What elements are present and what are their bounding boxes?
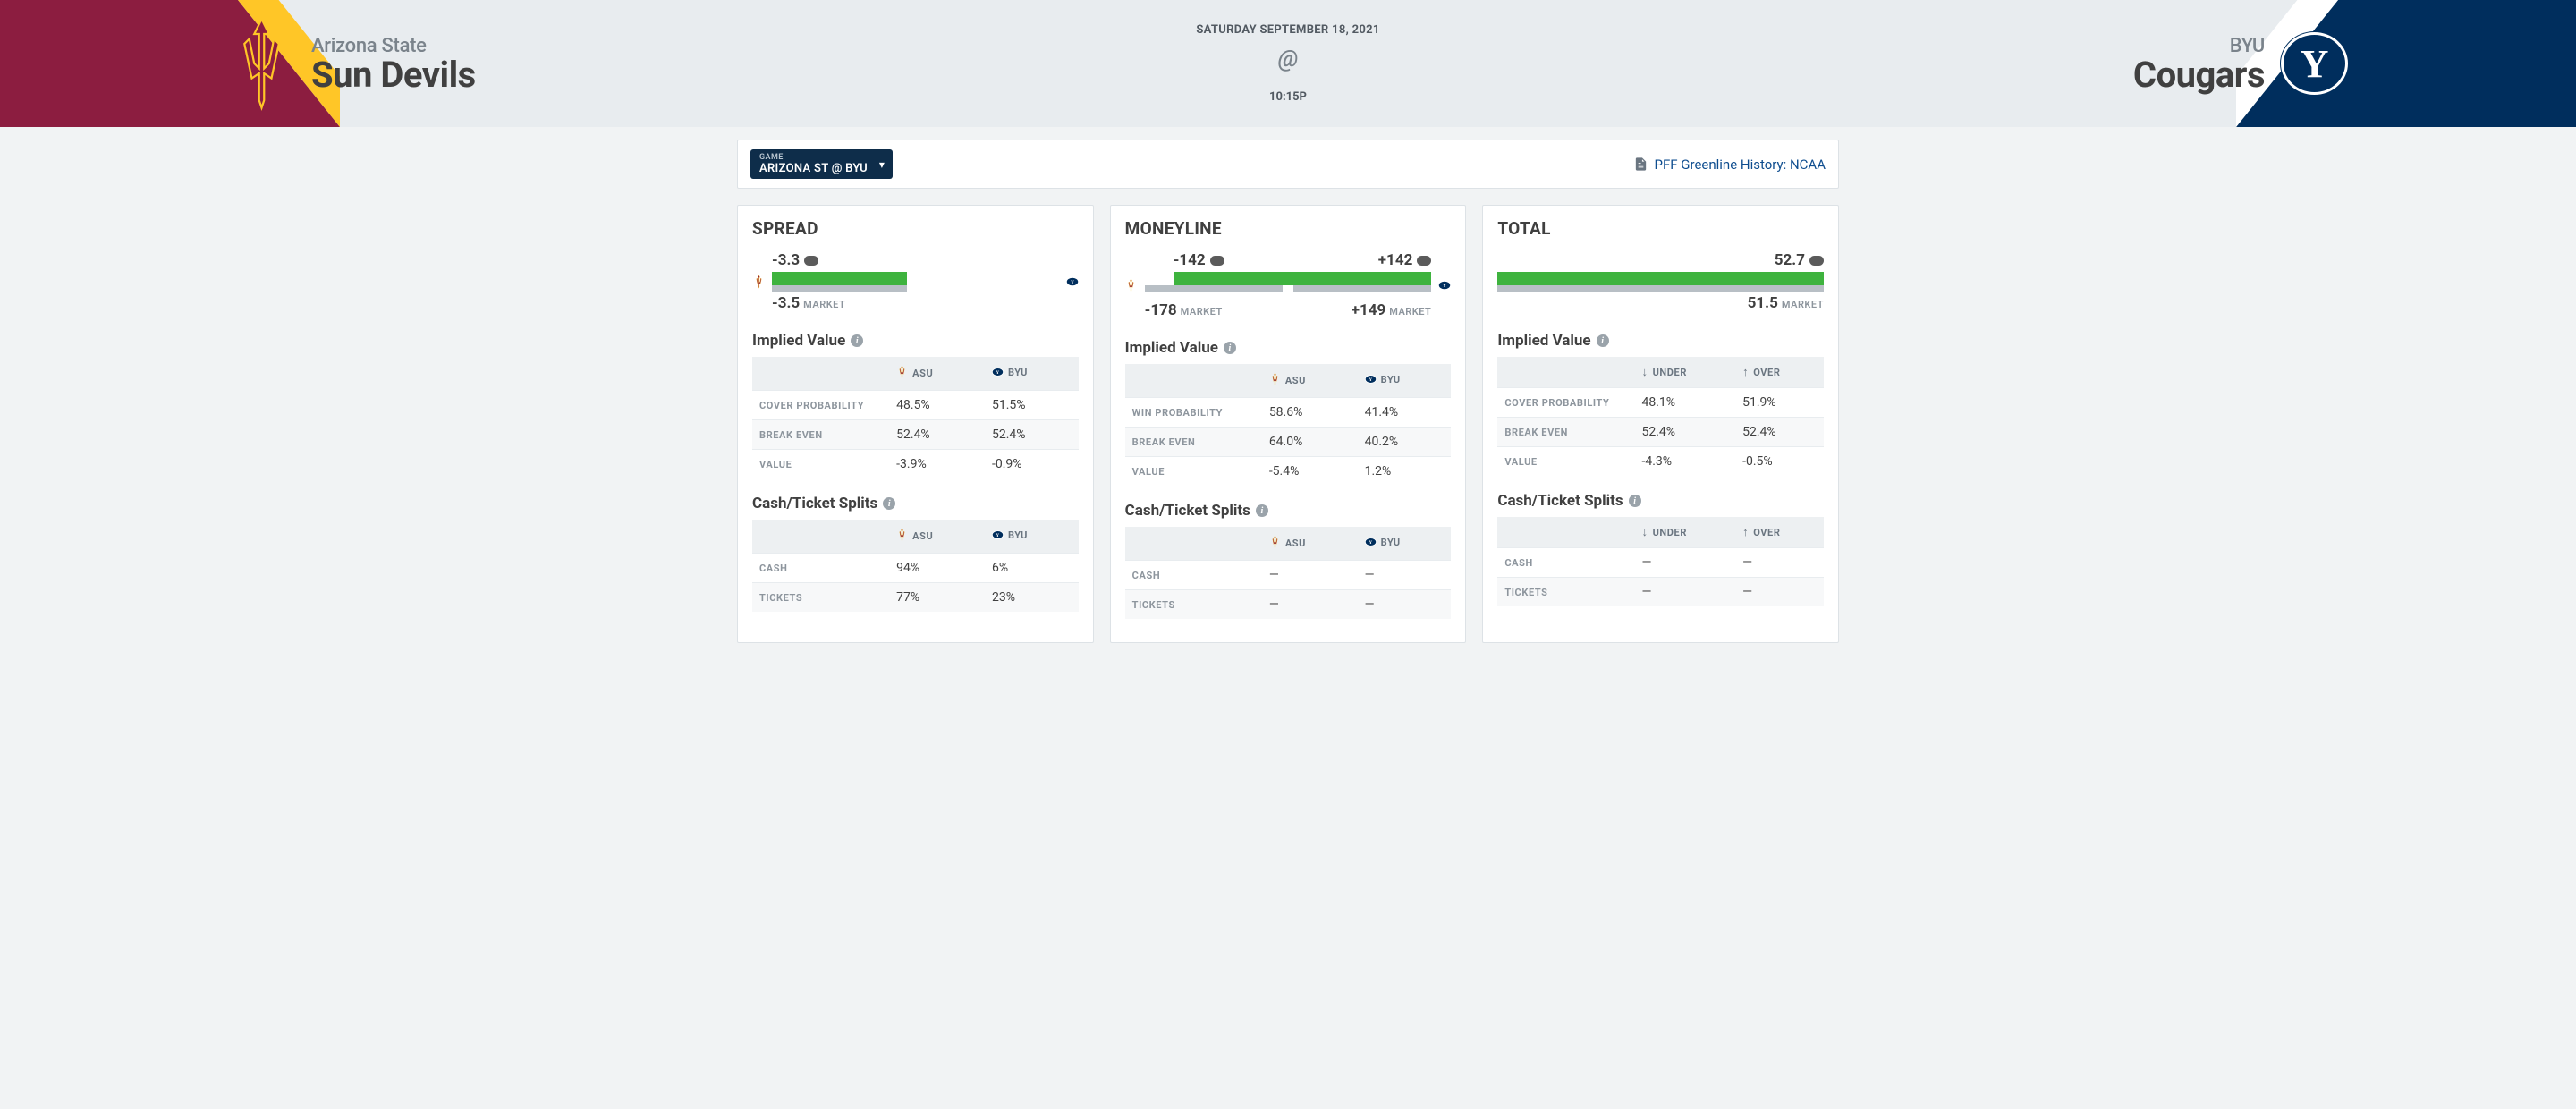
asu-icon <box>1269 372 1281 389</box>
table-row: WIN PROBABILITY58.6%41.4% <box>1125 398 1452 428</box>
spread-title: SPREAD <box>752 218 1079 239</box>
moneyline-card: MONEYLINE -142 +142 -178MARKET +149MARKE… <box>1110 205 1467 643</box>
ml-grey-bar <box>1145 285 1432 299</box>
table-row: BREAK EVEN64.0%40.2% <box>1125 428 1452 457</box>
spread-market-line: -3.5 <box>772 294 800 312</box>
table-row: CASH—— <box>1125 561 1452 590</box>
total-splits-header: Cash/Ticket Splitsi <box>1497 492 1824 510</box>
total-implied-header: Implied Valuei <box>1497 332 1824 350</box>
spread-pff-line: -3.3 <box>772 251 800 269</box>
document-icon <box>1633 157 1648 172</box>
info-icon[interactable]: i <box>1224 342 1236 354</box>
greenline-history-link[interactable]: PFF Greenline History: NCAA <box>1633 157 1826 173</box>
moneyline-title: MONEYLINE <box>1125 218 1452 239</box>
table-row: BREAK EVEN52.4%52.4% <box>1497 418 1824 447</box>
spread-green-bar <box>772 272 907 285</box>
at-symbol: @ <box>1196 46 1379 72</box>
spread-implied-table: ASU BYU COVER PROBABILITY48.5%51.5% BREA… <box>752 357 1079 478</box>
game-banner: Arizona State Sun Devils SATURDAY SEPTEM… <box>0 0 2576 127</box>
table-row: VALUE-4.3%-0.5% <box>1497 447 1824 477</box>
pff-badge-icon <box>1417 256 1431 266</box>
home-nickname: Cougars <box>2133 57 2265 93</box>
total-card: TOTAL 52.7 51.5MARKET Implied Valuei ↓UN… <box>1482 205 1839 643</box>
table-row: TICKETS—— <box>1125 590 1452 620</box>
asu-icon <box>896 528 908 545</box>
control-bar: GAME ARIZONA ST @ BYU PFF Greenline Hist… <box>737 140 1839 189</box>
spread-odds-strip: -3.3 -3.5MARKET <box>752 251 1079 312</box>
table-row: VALUE-5.4%1.2% <box>1125 457 1452 487</box>
total-odds-strip: 52.7 51.5MARKET <box>1497 251 1824 312</box>
asu-icon <box>1125 278 1138 292</box>
pff-badge-icon <box>804 256 818 266</box>
byu-icon <box>992 528 1004 542</box>
spread-grey-bar <box>772 285 907 292</box>
ml-pff-away: -142 <box>1174 251 1206 269</box>
table-row: COVER PROBABILITY48.5%51.5% <box>752 391 1079 420</box>
total-green-bar <box>1497 272 1824 285</box>
info-icon[interactable]: i <box>1597 334 1609 347</box>
spread-splits-header: Cash/Ticket Splitsi <box>752 495 1079 512</box>
ml-green-bar <box>1145 272 1432 285</box>
info-icon[interactable]: i <box>1256 504 1268 517</box>
byu-icon <box>992 365 1004 379</box>
asu-icon <box>896 365 908 382</box>
arrow-up-icon: ↑ <box>1742 365 1749 379</box>
byu-icon <box>1066 273 1079 291</box>
market-label: MARKET <box>803 299 845 310</box>
pff-badge-icon <box>1210 256 1224 266</box>
info-icon[interactable]: i <box>883 497 895 510</box>
table-row: COVER PROBABILITY48.1%51.9% <box>1497 388 1824 418</box>
ml-implied-header: Implied Valuei <box>1125 339 1452 357</box>
game-time: 10:15P <box>1196 90 1379 104</box>
away-nickname: Sun Devils <box>311 57 476 93</box>
game-center-info: SATURDAY SEPTEMBER 18, 2021 @ 10:15P <box>1196 23 1379 104</box>
total-pff-line: 52.7 <box>1775 251 1805 269</box>
total-implied-table: ↓UNDER ↑OVER COVER PROBABILITY48.1%51.9%… <box>1497 357 1824 476</box>
home-team-block: Y BYU Cougars <box>2133 14 2348 113</box>
arrow-down-icon: ↓ <box>1641 525 1648 539</box>
byu-icon <box>1438 276 1451 294</box>
arrow-down-icon: ↓ <box>1641 365 1648 379</box>
info-icon[interactable]: i <box>1629 495 1641 507</box>
asu-logo-icon <box>228 14 295 113</box>
asu-icon <box>1269 535 1281 552</box>
byu-icon <box>1365 535 1377 549</box>
moneyline-odds-strip: -142 +142 -178MARKET +149MARKET <box>1125 251 1452 319</box>
table-row: TICKETS77%23% <box>752 583 1079 613</box>
info-icon[interactable]: i <box>851 334 863 347</box>
table-row: VALUE-3.9%-0.9% <box>752 450 1079 479</box>
total-title: TOTAL <box>1497 218 1824 239</box>
total-market-line: 51.5 <box>1748 294 1778 312</box>
asu-icon <box>752 275 765 289</box>
ml-splits-table: ASU BYU CASH—— TICKETS—— <box>1125 527 1452 619</box>
table-row: TICKETS—— <box>1497 578 1824 607</box>
game-picker-value: ARIZONA ST @ BYU <box>759 162 868 175</box>
table-row: BREAK EVEN52.4%52.4% <box>752 420 1079 450</box>
ml-splits-header: Cash/Ticket Splitsi <box>1125 502 1452 520</box>
total-splits-table: ↓UNDER ↑OVER CASH—— TICKETS—— <box>1497 517 1824 606</box>
ml-implied-table: ASU BYU WIN PROBABILITY58.6%41.4% BREAK … <box>1125 364 1452 486</box>
total-grey-bar <box>1497 285 1824 292</box>
spread-implied-header: Implied Valuei <box>752 332 1079 350</box>
game-picker-label: GAME <box>759 153 868 162</box>
history-link-label: PFF Greenline History: NCAA <box>1655 157 1826 173</box>
game-date: SATURDAY SEPTEMBER 18, 2021 <box>1196 23 1379 37</box>
byu-logo-icon: Y <box>2281 14 2348 113</box>
byu-icon <box>1365 372 1377 386</box>
table-row: CASH—— <box>1497 548 1824 578</box>
ml-pff-home: +142 <box>1378 251 1413 269</box>
game-picker[interactable]: GAME ARIZONA ST @ BYU <box>750 149 893 179</box>
arrow-up-icon: ↑ <box>1742 525 1749 539</box>
spread-card: SPREAD -3.3 -3.5MARKET Implied Valuei AS… <box>737 205 1094 643</box>
spread-splits-table: ASU BYU CASH94%6% TICKETS77%23% <box>752 520 1079 612</box>
table-row: CASH94%6% <box>752 554 1079 583</box>
away-team-block: Arizona State Sun Devils <box>228 14 476 113</box>
ml-market-home: +149 <box>1352 301 1386 319</box>
pff-badge-icon <box>1809 256 1824 266</box>
ml-market-away: -178 <box>1145 301 1177 319</box>
